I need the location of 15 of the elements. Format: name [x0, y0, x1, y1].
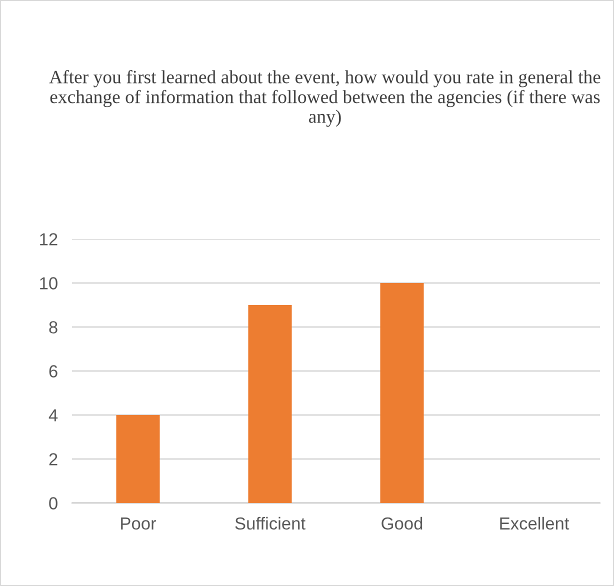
- y-tick-label: 0: [49, 497, 58, 510]
- y-tick-label: 6: [49, 365, 58, 378]
- y-tick-label: 8: [49, 321, 58, 334]
- bar: [380, 283, 424, 503]
- y-tick-label: 2: [49, 453, 58, 466]
- x-tick-label: Excellent: [500, 516, 570, 530]
- chart-title: After you first learned about the event, how would you rate in general the exchange of information that followed between the agencies (if there was any): [49, 70, 600, 127]
- y-tick-label: 12: [40, 233, 58, 246]
- bar: [116, 415, 160, 503]
- x-tick-label: Good: [382, 516, 422, 530]
- bar: [248, 305, 292, 503]
- y-tick-label: 4: [48, 409, 58, 422]
- x-tick-label: Sufficient: [235, 516, 306, 530]
- y-tick-label: 10: [40, 277, 58, 290]
- x-tick-label: Poor: [121, 518, 156, 530]
